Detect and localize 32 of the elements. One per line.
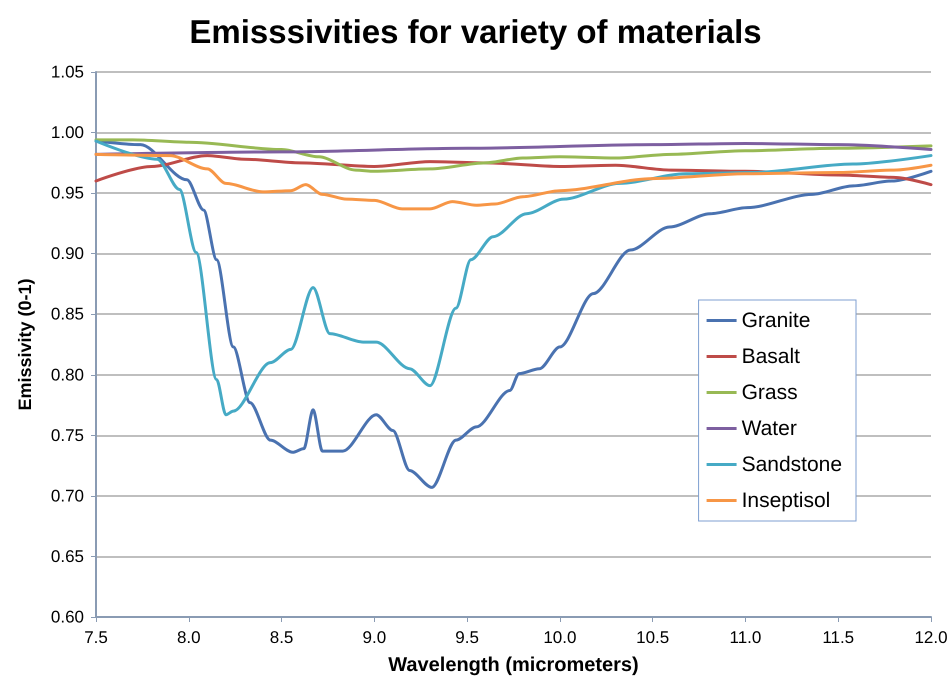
x-tick-label: 10.5 bbox=[636, 628, 670, 647]
y-tick-label: 0.90 bbox=[50, 244, 84, 264]
legend-label: Basalt bbox=[742, 345, 800, 368]
x-tick-label: 10.0 bbox=[543, 628, 576, 647]
x-tick-label: 11.5 bbox=[822, 628, 854, 647]
x-tick-label: 7.5 bbox=[84, 628, 108, 647]
x-tick-label: 8.0 bbox=[176, 628, 201, 647]
x-tick-label: 9.5 bbox=[455, 628, 479, 647]
x-tick-label: 9.0 bbox=[362, 628, 386, 647]
y-tick-label: 0.95 bbox=[50, 184, 84, 203]
y-tick-label: 1.00 bbox=[50, 123, 84, 142]
legend-label: Inseptisol bbox=[742, 489, 830, 512]
y-tick-label: 0.85 bbox=[50, 304, 84, 324]
line-series bbox=[94, 152, 932, 210]
y-tick-label: 0.70 bbox=[50, 486, 84, 506]
line-series bbox=[94, 140, 932, 416]
x-axis-title: Wavelength (micrometers) bbox=[388, 654, 639, 676]
legend-label: Grass bbox=[742, 381, 798, 404]
y-axis-title: Emissivity (0-1) bbox=[15, 278, 35, 411]
y-tick-label: 0.80 bbox=[50, 365, 84, 384]
x-tick-label: 11.0 bbox=[730, 628, 762, 647]
y-tick-label: 0.60 bbox=[50, 608, 84, 626]
legend-label: Sandstone bbox=[742, 453, 842, 476]
line-series bbox=[94, 138, 932, 173]
x-tick-label: 12.0 bbox=[914, 628, 948, 647]
x-tick-label: 8.5 bbox=[270, 628, 294, 647]
y-tick-label: 0.75 bbox=[50, 426, 84, 445]
legend-label: Water bbox=[742, 417, 797, 440]
legend-label: Granite bbox=[742, 309, 810, 332]
y-tick-label: 0.65 bbox=[50, 546, 84, 566]
y-tick-label: 1.05 bbox=[50, 62, 84, 82]
chart-title: Emisssivities for variety of materials bbox=[189, 13, 762, 50]
